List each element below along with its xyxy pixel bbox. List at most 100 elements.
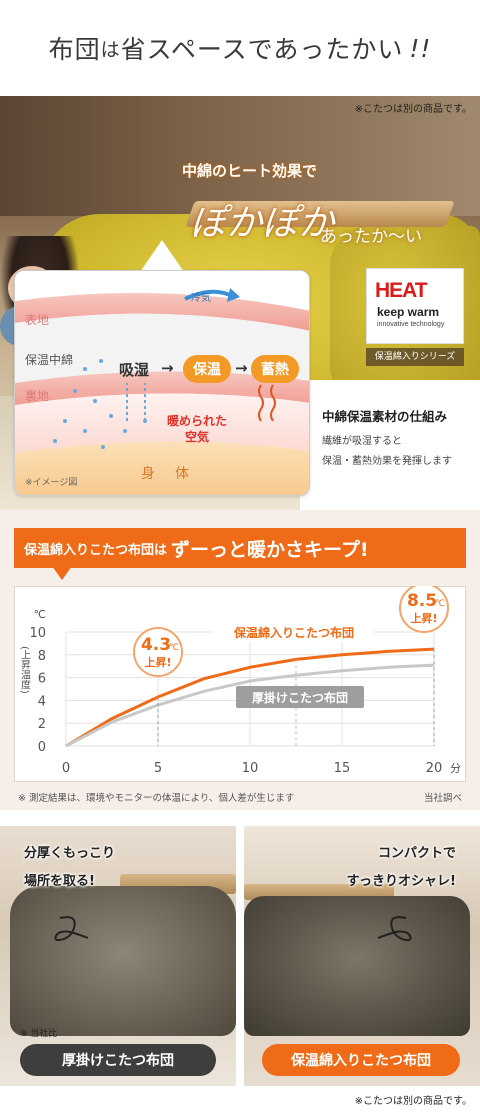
heat-logo-box: HEAT keep warm innovative technology: [366, 268, 464, 344]
y-tick-label: 6: [38, 672, 46, 687]
chart-banner: 保温綿入りこたつ布団は ずーっと暖かさキープ!: [14, 528, 466, 568]
product-note-top: ※こたつは別の商品です。: [354, 104, 472, 115]
cool-air-arrowhead: [227, 288, 240, 302]
catch-line-2: ぽかぽか: [190, 203, 335, 244]
compare-note: ※ 当社比: [20, 1029, 58, 1039]
compare-insulated-photo: コンパクトで すっきりオシャレ!: [244, 826, 480, 1086]
compare-thick-label: 厚掛けこたつ布団: [20, 1044, 216, 1076]
label-image-note: ※イメージ図: [25, 478, 78, 488]
label-inner-fabric: 裏地: [25, 389, 50, 403]
series-label-insulated: 保温綿入りこたつ布団: [233, 625, 354, 640]
label-outer-fabric: 表地: [25, 313, 50, 327]
y-tick-label: 10: [29, 626, 46, 641]
catch-line-3: あったか〜い: [320, 227, 422, 247]
label-warmed-air-line-2: 空気: [185, 430, 210, 444]
pill-store-heat: 蓄熱: [251, 355, 299, 383]
callout-unit: ℃: [435, 599, 445, 609]
body-layer: [15, 441, 309, 495]
series-label-bg-thick: [236, 686, 364, 708]
diagram-layers: [15, 271, 309, 495]
y-tick-label: 8: [38, 649, 46, 664]
moisture-arrows: [126, 383, 146, 421]
catch-line-1: 中綿のヒート効果で: [182, 162, 318, 180]
arrow-absorb-to-insulate: →: [161, 359, 174, 377]
callout-circle: [399, 586, 449, 633]
compare-insulated-caption-line-2: すっきりオシャレ!: [346, 874, 456, 889]
cool-air-arrow: [184, 289, 231, 301]
heat-waves: [258, 384, 276, 422]
inner-fabric-layer: [15, 371, 309, 405]
series-line-insulated: [65, 647, 435, 748]
y-tick-label: 0: [38, 740, 46, 755]
y-tick-label: 2: [38, 717, 46, 732]
banner-tail: [52, 566, 72, 580]
catch-copy: 中綿のヒート効果で ぽかぽか あったか〜い: [170, 130, 470, 247]
curl-arrow-icon: [54, 916, 89, 942]
callout-value: 8.5: [407, 591, 437, 611]
outer-fabric-layer: [15, 293, 309, 331]
label-absorb: 吸湿: [119, 361, 150, 379]
series-label-thick: 厚掛けこたつ布団: [252, 690, 348, 705]
label-filling: 保温中綿: [25, 353, 74, 367]
compare-thick-photo: 分厚くもっこり 場所を取る!: [0, 826, 236, 1086]
series-label-bg-insulated: [214, 622, 374, 642]
x-tick-label: 0: [62, 761, 70, 776]
mechanism-desc-line-1: 繊維が吸湿すると: [322, 436, 402, 447]
title-exclamation: !!: [409, 33, 432, 63]
warm-air-layer: [15, 393, 309, 453]
series-label: 保温綿入りシリーズ: [366, 348, 464, 366]
mechanism-panel: [300, 380, 480, 516]
compare-thick-caption: 分厚くもっこり 場所を取る!: [24, 840, 115, 896]
label-warmed-air: 暖められた 空気: [167, 413, 227, 445]
x-unit-label: 分: [450, 762, 461, 775]
compare-insulated-label: 保温綿入りこたつ布団: [262, 1044, 460, 1076]
product-note-bottom: ※こたつは別の商品です。: [354, 1096, 472, 1107]
chart-source: 当社調べ: [423, 793, 462, 804]
moisture-dots: [53, 359, 147, 449]
callout-text: 上昇!: [410, 611, 437, 625]
title-rest: 省スペースであったかい: [120, 35, 404, 64]
banner-main: ずーっと暖かさキープ!: [171, 538, 369, 561]
x-tick-label: 5: [154, 761, 162, 776]
page-title: 布団 は 省スペースであったかい !!: [0, 0, 480, 96]
curl-arrow-icon: [377, 916, 412, 942]
filling-layer: [15, 313, 309, 383]
callout-circle: [133, 627, 183, 677]
compare-thick-caption-line-1: 分厚くもっこり: [24, 846, 116, 861]
mechanism-title: 中綿保温素材の仕組み: [322, 409, 448, 424]
compare-thick-futon: [10, 886, 236, 1036]
temperature-chart: 0 2 4 6 8 10 0 5 10 15 20 分 ℃ (上昇温度) 保温綿入りこたつ布団厚掛けこたつ布…: [19, 586, 461, 776]
label-warmed-air-line-1: 暖められた: [167, 414, 228, 428]
pill-insulate: 保温: [183, 355, 231, 383]
y-tick-label: 4: [38, 694, 46, 709]
x-tick-label: 20: [426, 761, 443, 776]
heat-tagline: innovative technology: [377, 321, 445, 328]
compare-insulated-caption-line-1: コンパクトで: [377, 846, 456, 861]
chart-note: ※ 測定結果は、環境やモニターの体温により、個人差が生じます: [18, 793, 295, 804]
insulation-diagram: 冷気 表地 保温中綿 裏地 吸湿 → 保温 → 蓄熱 暖められた 空気 身体 ※…: [14, 270, 310, 496]
x-tick-label: 15: [334, 761, 351, 776]
heat-keep-warm: keep warm: [377, 305, 440, 319]
callout-unit: ℃: [169, 643, 179, 653]
heat-logo: HEAT: [375, 279, 428, 302]
mechanism-desc: 繊維が吸湿すると 保温・蓄熱効果を発揮します: [322, 432, 452, 472]
y-axis-label: (上昇温度): [19, 646, 31, 694]
arrow-insulate-to-store: →: [235, 359, 248, 377]
banner-lead: 保温綿入りこたつ布団は: [24, 542, 168, 558]
diagram-bubble-tail: [140, 240, 184, 272]
x-tick-label: 10: [242, 761, 259, 776]
label-cool-air: 冷気: [191, 293, 211, 304]
compare-thick-caption-line-2: 場所を取る!: [24, 874, 95, 889]
label-body: 身体: [141, 466, 209, 482]
callout-text: 上昇!: [144, 655, 171, 669]
callout-value: 4.3: [141, 635, 171, 655]
title-particle: は: [100, 38, 121, 61]
photo-wall: [0, 96, 480, 216]
compare-insulated-futon: [244, 896, 470, 1036]
title-main: 布団: [48, 35, 101, 64]
compare-insulated-caption: コンパクトで すっきりオシャレ!: [347, 840, 456, 896]
mechanism-desc-line-2: 保温・蓄熱効果を発揮します: [322, 456, 452, 467]
y-unit-label: ℃: [34, 608, 46, 621]
series-line-thick: [65, 663, 435, 748]
